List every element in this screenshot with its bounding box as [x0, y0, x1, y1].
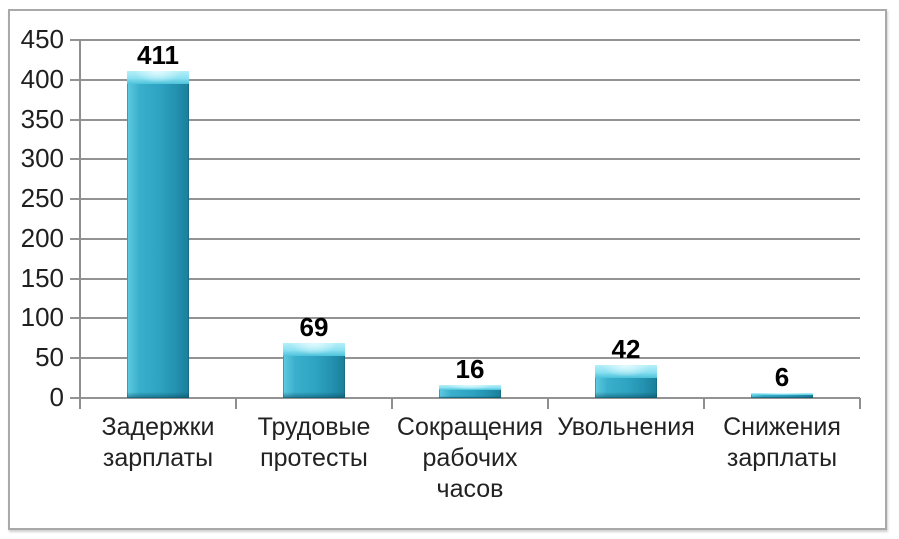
gridline-350: [70, 118, 860, 121]
bar-5: [751, 393, 813, 398]
x-axis-category-label-text: Снижения зарплаты: [723, 413, 841, 472]
y-axis-tick-label: 300: [20, 143, 64, 174]
bar-value-label: 42: [611, 333, 641, 364]
x-axis-category-label: Увольнения: [548, 412, 704, 443]
y-axis-tick-label: 250: [20, 183, 64, 214]
x-axis-tick: [547, 398, 549, 409]
y-axis-tick-label: 200: [20, 222, 64, 253]
bar-bottom-shade: [283, 391, 345, 398]
y-axis-line: [79, 39, 81, 409]
gridline-100: [70, 317, 860, 320]
gridline-200: [70, 237, 860, 240]
bar-top-bevel: [127, 71, 189, 85]
x-axis-tick: [859, 398, 861, 409]
y-axis-tick-label: 150: [20, 262, 64, 293]
bar-3: [439, 385, 501, 398]
gridline-0: [70, 397, 860, 399]
bar-value-label: 69: [299, 312, 329, 343]
bar-top-bevel: [751, 393, 813, 396]
y-axis-tick-label: 350: [20, 103, 64, 134]
gridline-300: [70, 158, 860, 161]
bar-bottom-shade: [751, 395, 813, 398]
bar-bottom-shade: [127, 391, 189, 398]
x-axis-tick: [391, 398, 393, 409]
x-axis-category-label: Задержки зарплаты: [80, 412, 236, 474]
bar-bottom-shade: [595, 391, 657, 398]
gridline-400: [70, 78, 860, 81]
bar-value-label: 6: [774, 362, 790, 393]
bar-top-bevel: [283, 343, 345, 357]
y-axis-tick-label: 450: [20, 24, 64, 54]
gridline-150: [70, 277, 860, 280]
y-axis-tick-label: 50: [35, 342, 64, 373]
gridline-250: [70, 198, 860, 201]
y-axis-tick-label: 400: [20, 63, 64, 94]
y-axis-tick-label: 0: [49, 382, 64, 412]
bar-1: [127, 71, 189, 398]
bar-value-label: 16: [455, 354, 485, 385]
x-axis-category-label-text: Увольнения: [557, 413, 695, 441]
gridline-50: [70, 357, 860, 360]
x-axis-category-label-text: Трудовые протесты: [257, 413, 371, 472]
bar-2: [283, 343, 345, 398]
y-axis-tick-label: 100: [20, 302, 64, 333]
x-axis-tick: [235, 398, 237, 409]
x-axis-category-label: Трудовые протесты: [236, 412, 392, 474]
x-axis-category-label: Сокращения рабочих часов: [392, 412, 548, 505]
gridline-450: [70, 39, 860, 41]
bar-top-bevel: [595, 364, 657, 378]
bar-bottom-shade: [439, 395, 501, 398]
x-axis-category-label-text: Задержки зарплаты: [101, 413, 215, 472]
x-axis-tick: [703, 398, 705, 409]
bar-value-label: 411: [137, 40, 179, 71]
bar-4: [595, 364, 657, 398]
bar-top-bevel: [439, 385, 501, 391]
x-axis-category-label: Снижения зарплаты: [704, 412, 860, 474]
x-axis-category-label-text: Сокращения рабочих часов: [396, 413, 544, 503]
